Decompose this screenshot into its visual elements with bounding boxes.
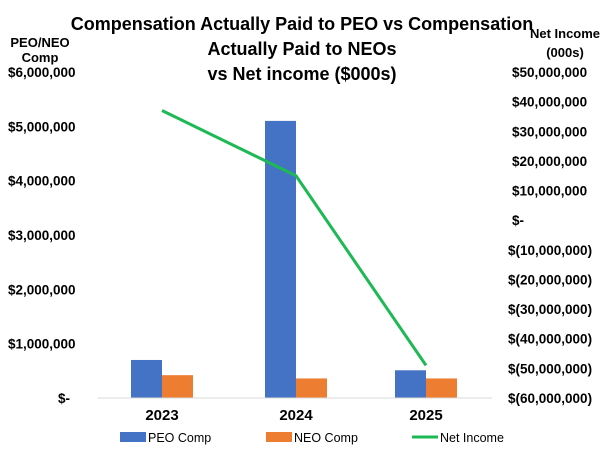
left-axis-label-line: PEO/NEO bbox=[10, 35, 69, 50]
chart-title-line: Actually Paid to NEOs bbox=[207, 39, 396, 59]
legend-label: Net Income bbox=[440, 431, 504, 445]
x-category-label: 2024 bbox=[279, 407, 313, 424]
neo-comp-bar bbox=[426, 378, 457, 398]
right-tick-label: $(20,000,000) bbox=[508, 272, 592, 287]
right-axis-label-line: Net Income bbox=[530, 26, 600, 41]
right-tick-label: $30,000,000 bbox=[512, 124, 587, 139]
x-axis-categories: 2023 2024 2025 bbox=[145, 407, 442, 424]
right-tick-label: $40,000,000 bbox=[512, 95, 587, 110]
right-axis-ticks: $(60,000,000) $(50,000,000) $(40,000,000) $… bbox=[508, 65, 592, 406]
left-tick-label: $5,000,000 bbox=[8, 119, 76, 134]
neo-comp-bar bbox=[162, 375, 193, 398]
right-tick-label: $(40,000,000) bbox=[508, 332, 592, 347]
right-tick-label: $20,000,000 bbox=[512, 154, 587, 169]
right-tick-label: $10,000,000 bbox=[512, 184, 587, 199]
right-axis-label-line: (000s) bbox=[546, 45, 584, 60]
legend-label: NEO Comp bbox=[294, 431, 358, 445]
right-tick-label: $(30,000,000) bbox=[508, 302, 592, 317]
x-category-label: 2023 bbox=[145, 407, 178, 424]
left-axis-label-line: Comp bbox=[22, 50, 59, 65]
right-tick-label: $(50,000,000) bbox=[508, 361, 592, 376]
right-tick-label: $50,000,000 bbox=[512, 65, 587, 80]
left-tick-label: $1,000,000 bbox=[8, 337, 76, 352]
legend-label: PEO Comp bbox=[148, 431, 211, 445]
right-tick-label: $- bbox=[512, 213, 524, 228]
chart-title-line: Compensation Actually Paid to PEO vs Com… bbox=[71, 14, 533, 34]
peo-comp-bar bbox=[131, 360, 162, 398]
right-tick-label: $(60,000,000) bbox=[508, 391, 592, 406]
peo-comp-bar bbox=[395, 370, 426, 398]
left-axis-ticks: $- $1,000,000 $2,000,000 $3,000,000 $4,000,0… bbox=[8, 65, 76, 406]
chart-title-line: vs Net income ($000s) bbox=[207, 64, 396, 84]
x-category-label: 2025 bbox=[409, 407, 442, 424]
left-tick-label: $3,000,000 bbox=[8, 228, 76, 243]
left-tick-label: $4,000,000 bbox=[8, 174, 76, 189]
right-axis-label: Net Income (000s) bbox=[530, 26, 600, 60]
left-tick-label: $- bbox=[58, 391, 70, 406]
legend-swatch bbox=[266, 432, 292, 442]
legend: PEO Comp NEO Comp Net Income bbox=[120, 431, 504, 445]
left-tick-label: $6,000,000 bbox=[8, 65, 76, 80]
chart-title: Compensation Actually Paid to PEO vs Com… bbox=[71, 14, 533, 84]
bar-series bbox=[131, 121, 457, 398]
left-tick-label: $2,000,000 bbox=[8, 282, 76, 297]
legend-swatch bbox=[120, 432, 146, 442]
right-tick-label: $(10,000,000) bbox=[508, 243, 592, 258]
neo-comp-bar bbox=[296, 378, 327, 398]
